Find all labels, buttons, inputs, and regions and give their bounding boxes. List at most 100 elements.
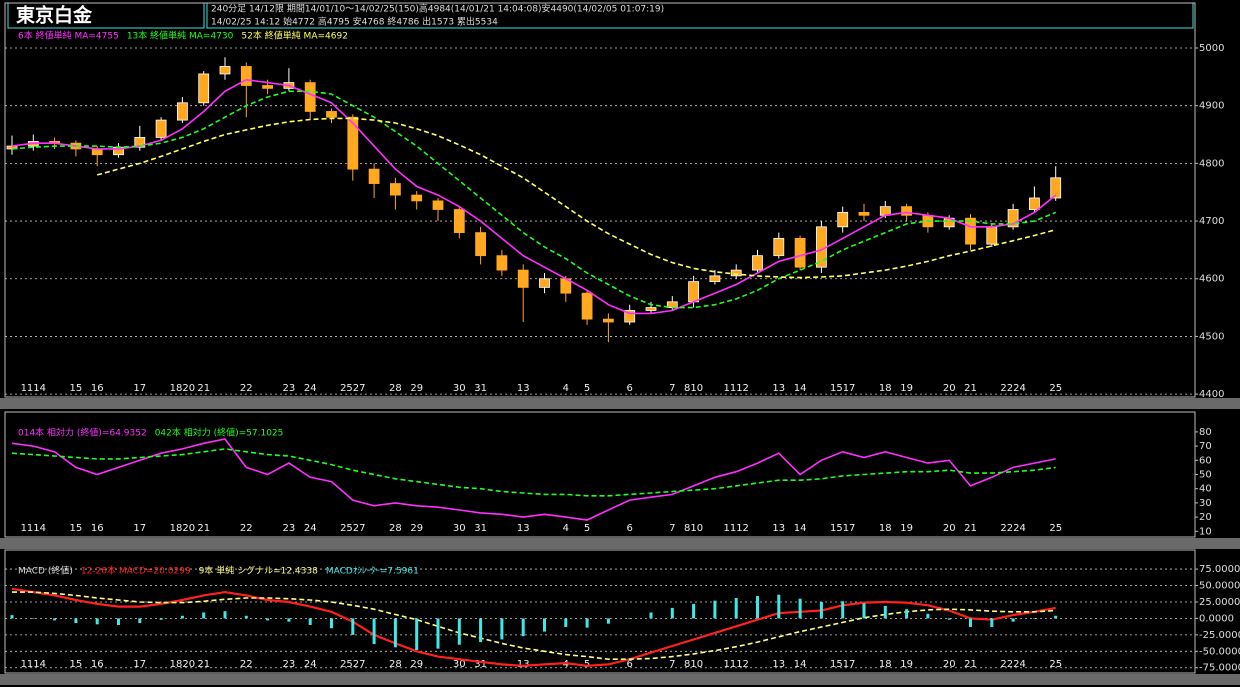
x-tick-label: 810	[684, 523, 703, 534]
x-tick-label: 14	[794, 383, 807, 394]
x-tick-label: 7	[669, 383, 675, 394]
x-tick-label: 2224	[1000, 523, 1025, 534]
histogram-bar	[372, 618, 376, 645]
x-tick-label: 1820	[170, 659, 195, 670]
x-tick-label: 1114	[21, 659, 46, 670]
legend-entry: 014本 相対力 (終値)=64.9352	[18, 427, 147, 439]
x-tick-label: 21	[964, 523, 977, 534]
series-line	[11, 90, 1057, 309]
histogram-bar	[564, 618, 568, 627]
legend-entry: 042本 相対力 (終値)=57.1025	[155, 427, 284, 439]
histogram-bar	[649, 612, 653, 619]
x-tick-label: 5	[584, 383, 590, 394]
x-tick-label: 15	[70, 659, 83, 670]
x-tick-label: 1114	[21, 523, 46, 534]
x-tick-label: 13	[517, 383, 530, 394]
histogram-bar	[31, 618, 35, 619]
histogram-bar	[670, 607, 674, 619]
candle-body	[411, 194, 423, 202]
x-tick-label: 19	[900, 383, 913, 394]
x-tick-label: 20	[943, 659, 956, 670]
candle-body	[475, 232, 487, 257]
candle-body	[453, 209, 465, 233]
x-tick-label: 23	[283, 659, 296, 670]
x-tick-label: 5	[584, 523, 590, 534]
x-tick-label: 30	[453, 383, 466, 394]
candle-body	[645, 307, 657, 311]
x-tick-label: 16	[91, 523, 104, 534]
candle-body	[134, 137, 146, 148]
series-line	[11, 78, 1057, 315]
candle-body	[837, 212, 849, 228]
candle-body	[752, 255, 763, 271]
histogram-bar	[287, 618, 291, 622]
x-tick-label: 1517	[830, 523, 855, 534]
candle-body	[879, 206, 891, 216]
time-strip	[0, 398, 1240, 409]
series-line	[11, 438, 1056, 521]
x-tick-label: 22	[240, 659, 253, 670]
time-strip	[0, 674, 1240, 685]
histogram-bar	[819, 601, 823, 619]
histogram-bar	[1011, 618, 1015, 622]
candle-body	[389, 183, 401, 196]
x-tick-label: 28	[389, 383, 402, 394]
x-tick-label: 24	[304, 523, 317, 534]
x-tick-label: 22	[240, 383, 253, 394]
histogram-bar	[138, 618, 142, 624]
candle-body	[1050, 177, 1062, 199]
candle-body	[219, 66, 231, 75]
x-tick-label: 810	[684, 659, 703, 670]
candle-body	[517, 269, 529, 288]
x-tick-label: 1517	[830, 383, 855, 394]
y-tick-label: -50.0000	[1199, 646, 1240, 657]
y-tick-label: 50.0000	[1199, 581, 1240, 592]
histogram-bar	[53, 618, 57, 621]
legend-entry: 12-26本 MACD=20.0299	[81, 565, 191, 577]
x-tick-label: 2527	[340, 659, 365, 670]
x-tick-label: 1114	[21, 383, 46, 394]
x-tick-label: 14	[794, 659, 807, 670]
x-tick-label: 5	[584, 659, 590, 670]
candle-body	[155, 119, 167, 138]
x-tick-label: 20	[943, 383, 956, 394]
histogram-bar	[926, 613, 930, 619]
candle-body	[198, 73, 210, 104]
y-tick-label: 20	[1199, 512, 1212, 523]
candle-body	[730, 269, 742, 277]
x-tick-label: 29	[410, 383, 423, 394]
x-tick-label: 13	[517, 659, 530, 670]
histogram-bar	[436, 618, 440, 649]
x-tick-label: 1820	[170, 383, 195, 394]
histogram-bar	[223, 611, 227, 619]
histogram-bar	[244, 615, 248, 619]
candle-body	[326, 111, 337, 118]
series-line	[96, 117, 1056, 279]
histogram-bar	[393, 618, 397, 648]
y-tick-label: 30	[1199, 498, 1212, 509]
x-tick-label: 25	[1049, 523, 1062, 534]
x-tick-label: 29	[410, 659, 423, 670]
histogram-bar	[95, 618, 99, 625]
x-tick-label: 19	[900, 659, 913, 670]
histogram-bar	[457, 618, 461, 645]
x-tick-label: 2224	[1000, 383, 1025, 394]
x-tick-label: 1112	[723, 659, 748, 670]
x-tick-label: 17	[133, 383, 146, 394]
y-tick-label: 4500	[1199, 331, 1224, 342]
histogram-bar	[585, 618, 589, 628]
x-tick-label: 2527	[340, 383, 365, 394]
y-tick-label: 10	[1199, 526, 1212, 537]
y-tick-label: 60	[1199, 455, 1212, 466]
y-tick-label: 4400	[1199, 389, 1224, 400]
histogram-bar	[628, 618, 632, 619]
legend-entry: 6本 終値単純 MA=4755	[18, 30, 119, 42]
legend-entry: 13本 終値単純 MA=4730	[127, 30, 234, 42]
x-tick-label: 30	[453, 659, 466, 670]
y-tick-label: 5000	[1199, 43, 1224, 54]
candle-body	[624, 310, 636, 323]
x-tick-label: 13	[772, 659, 785, 670]
candle-body	[176, 102, 188, 121]
x-tick-label: 4	[563, 383, 569, 394]
